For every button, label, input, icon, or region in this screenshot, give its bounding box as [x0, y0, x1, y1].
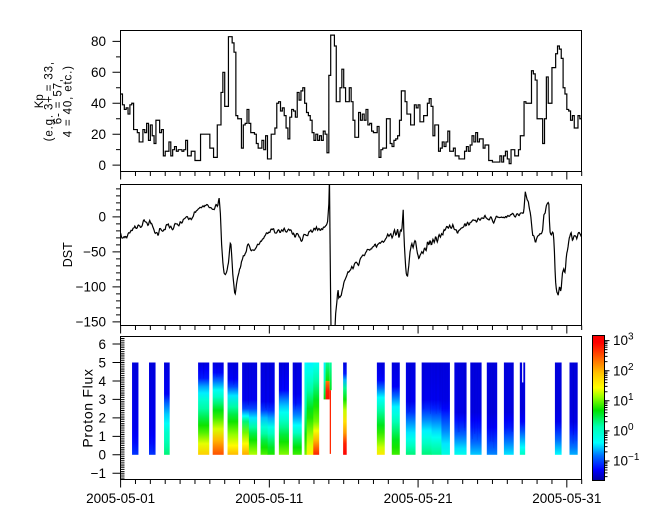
svg-text:−1: −1 — [91, 466, 106, 481]
svg-text:Kp: Kp — [34, 94, 46, 108]
svg-text:20: 20 — [91, 127, 106, 142]
svg-text:2005-05-21: 2005-05-21 — [384, 491, 453, 506]
svg-text:DST: DST — [61, 242, 75, 267]
svg-text:0: 0 — [98, 448, 106, 463]
svg-text:3: 3 — [98, 392, 106, 407]
svg-text:60: 60 — [91, 65, 106, 80]
svg-text:−100: −100 — [76, 280, 106, 295]
svg-text:2005-05-11: 2005-05-11 — [235, 491, 303, 506]
svg-text:4 = 40, etc.): 4 = 40, etc.) — [63, 65, 75, 137]
svg-text:0: 0 — [98, 210, 106, 225]
svg-text:4: 4 — [98, 374, 106, 389]
svg-text:−50: −50 — [83, 245, 106, 260]
svg-text:Proton Flux: Proton Flux — [80, 368, 96, 447]
svg-text:6- = 57,: 6- = 57, — [53, 78, 65, 124]
svg-text:2: 2 — [98, 411, 106, 426]
svg-text:1: 1 — [98, 429, 106, 444]
svg-text:6: 6 — [98, 337, 106, 352]
svg-text:−150: −150 — [76, 315, 106, 330]
svg-text:80: 80 — [91, 34, 106, 49]
svg-text:0: 0 — [98, 158, 106, 173]
svg-text:5: 5 — [98, 355, 106, 370]
svg-text:2005-05-31: 2005-05-31 — [532, 491, 601, 506]
svg-text:(e.g. 3+ = 33,: (e.g. 3+ = 33, — [43, 61, 55, 141]
svg-text:40: 40 — [91, 96, 106, 111]
svg-text:2005-05-01: 2005-05-01 — [86, 491, 155, 506]
